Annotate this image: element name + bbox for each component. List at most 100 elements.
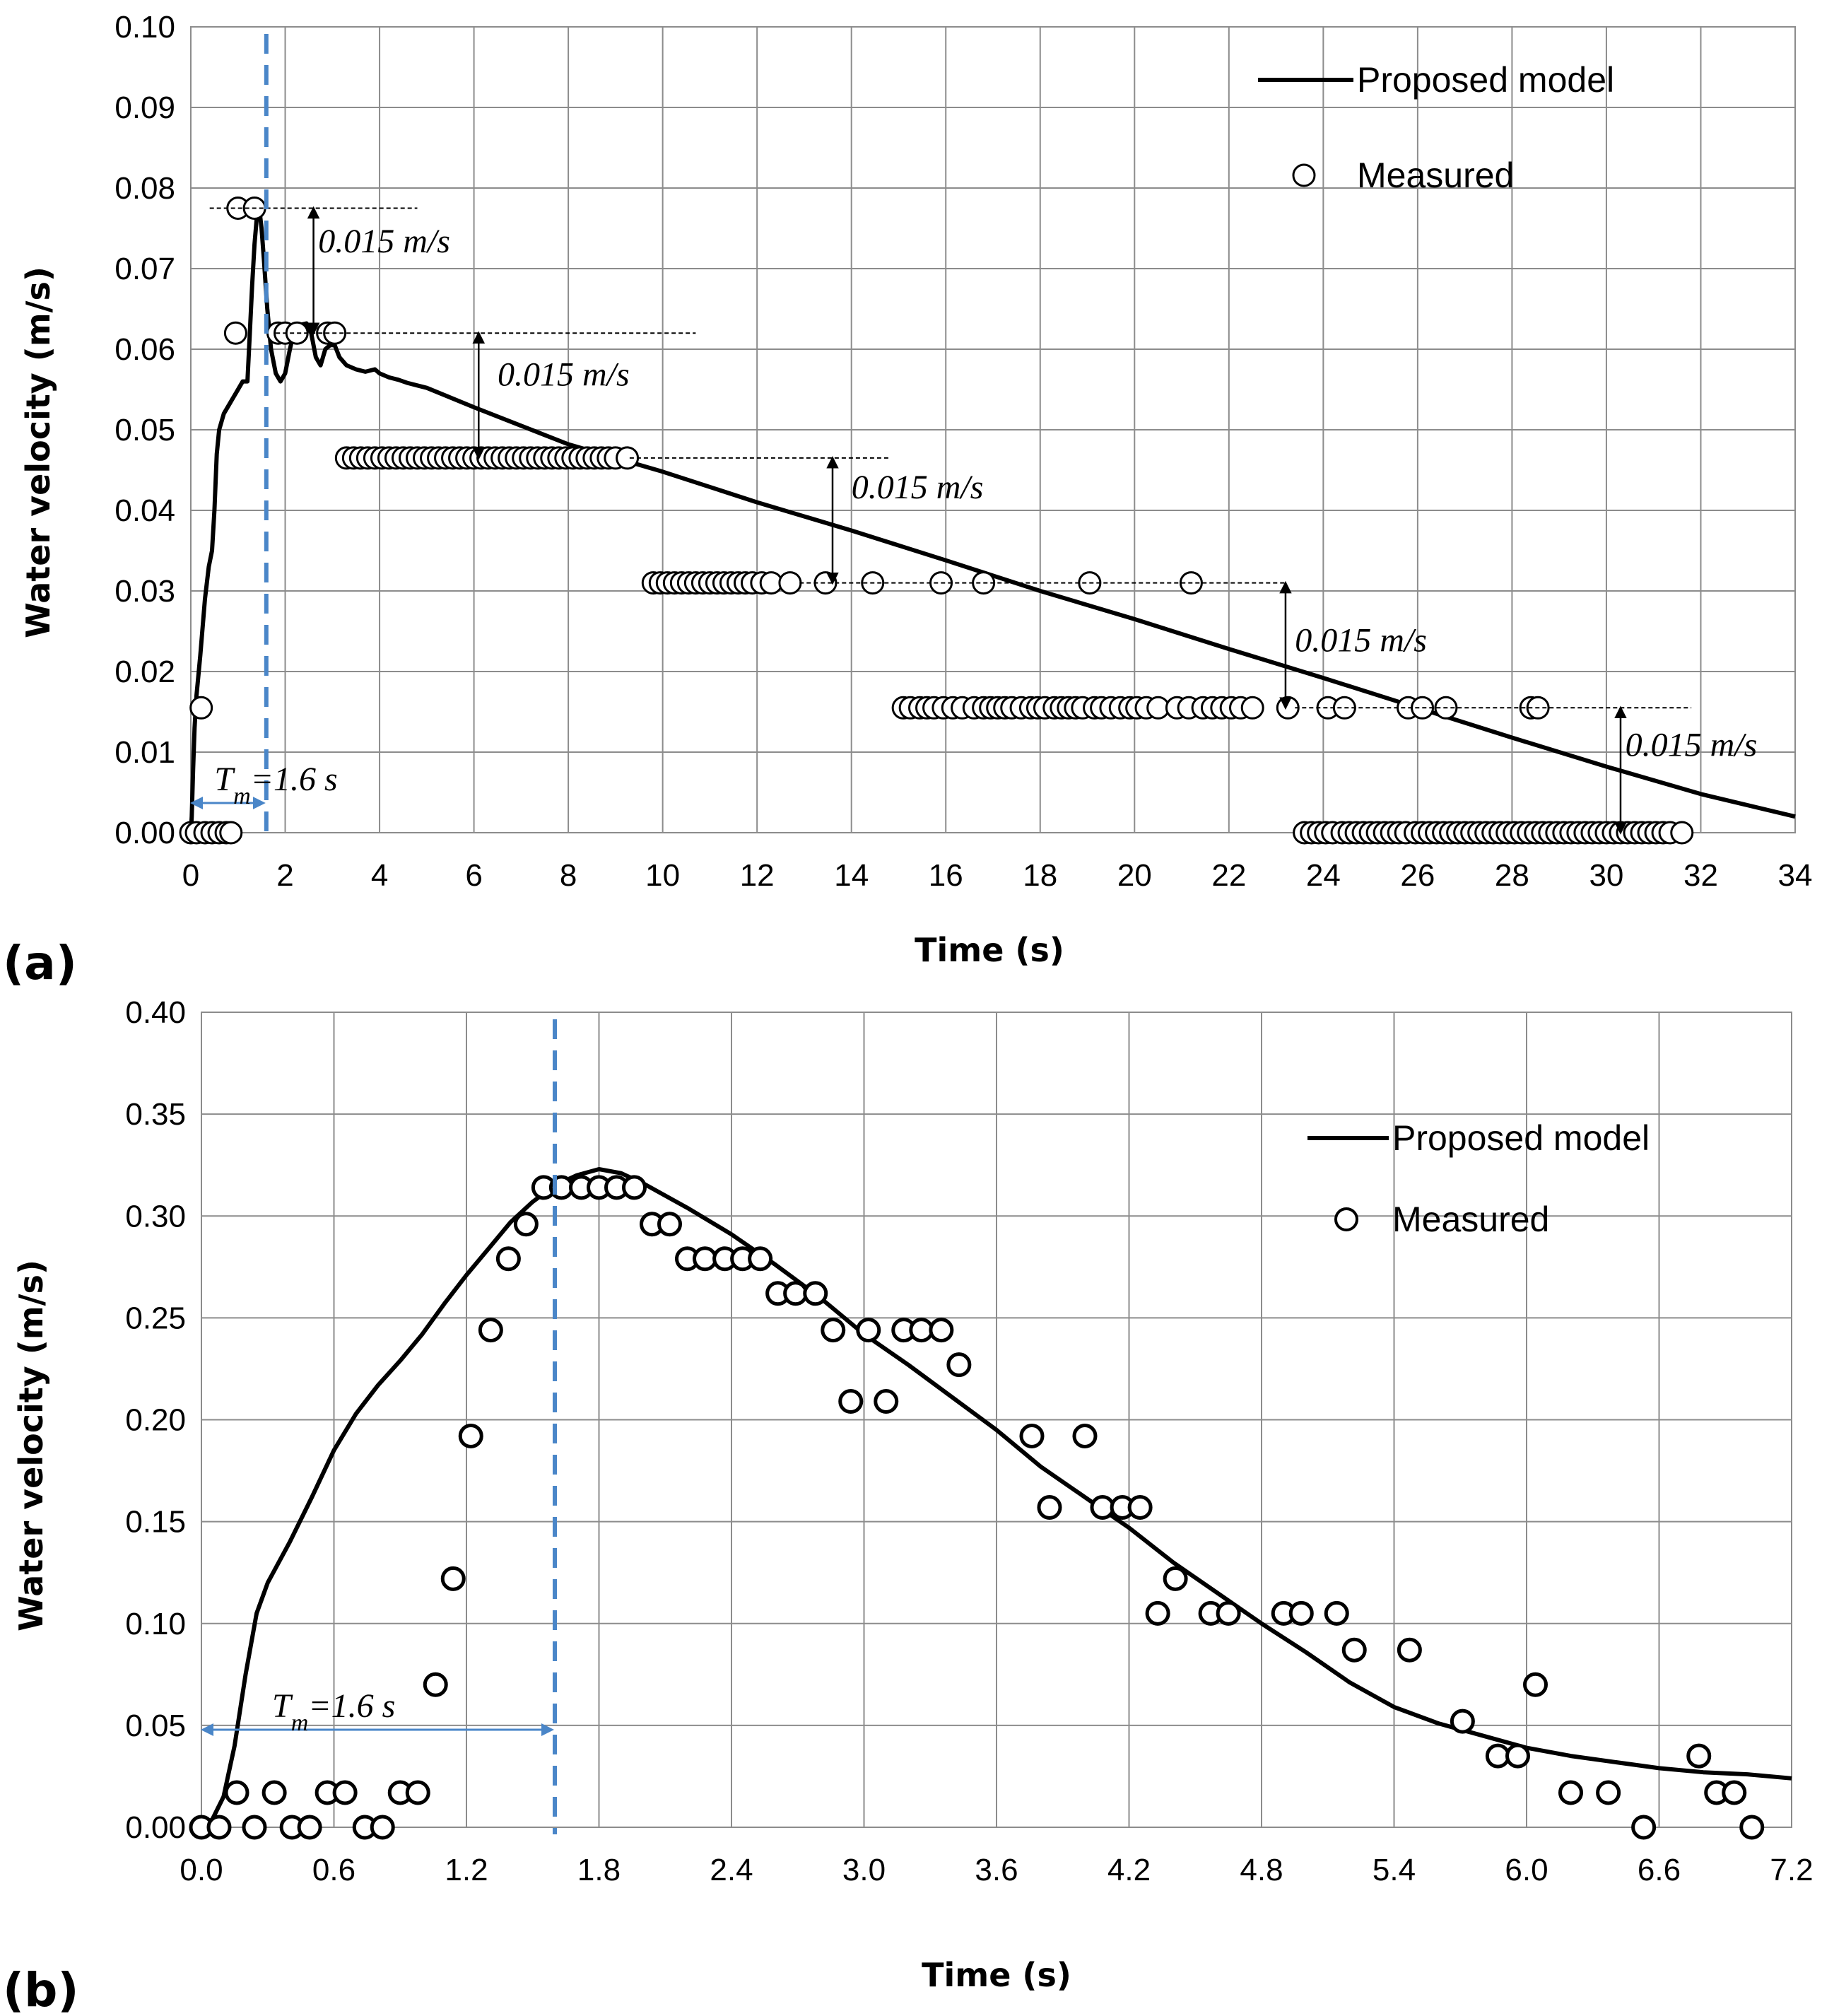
measured-point	[1216, 1600, 1241, 1626]
step-annotation-label: 0.015 m/s	[498, 356, 630, 393]
panel-b-label: (b)	[3, 1963, 79, 2016]
panel-a-legend: Proposed model Measured	[1258, 60, 1614, 195]
measured-point	[261, 1780, 287, 1805]
measured-point	[1485, 1743, 1510, 1769]
panel-b-measured-series	[189, 1175, 1765, 1840]
y-tick-label: 0.35	[125, 1097, 186, 1132]
measured-point	[1558, 1780, 1583, 1805]
y-tick-label: 0.07	[114, 252, 175, 286]
y-tick-label: 0.04	[114, 493, 175, 528]
x-tick-label: 4	[371, 858, 388, 893]
measured-point	[1163, 1566, 1188, 1591]
measured-point	[495, 1246, 521, 1272]
x-tick-label: 0.0	[180, 1853, 223, 1887]
measured-point	[778, 571, 802, 595]
y-tick-label: 0.01	[114, 735, 175, 770]
measured-point	[440, 1566, 466, 1591]
x-tick-label: 7.2	[1770, 1853, 1813, 1887]
measured-point	[1596, 1780, 1621, 1805]
measured-point	[748, 1246, 773, 1272]
measured-point	[1722, 1780, 1747, 1805]
x-tick-label: 2	[276, 858, 293, 893]
measured-point	[219, 821, 243, 845]
y-tick-label: 0.25	[125, 1301, 186, 1335]
measured-point	[1072, 1424, 1098, 1449]
y-tick-label: 0.00	[125, 1810, 186, 1845]
panel-b-tm-marker: Tm=1.6 s	[201, 1019, 557, 1834]
y-tick-label: 0.08	[114, 171, 175, 206]
x-tick-label: 6.0	[1505, 1853, 1548, 1887]
y-tick-label: 0.03	[114, 574, 175, 609]
plot-frame	[201, 1012, 1792, 1828]
measured-point	[1450, 1709, 1475, 1734]
panel-a-legend-measured-label: Measured	[1357, 156, 1514, 195]
measured-point	[946, 1352, 972, 1378]
measured-point	[458, 1424, 483, 1449]
x-tick-label: 6.6	[1638, 1853, 1681, 1887]
measured-point	[189, 696, 213, 720]
panel-a-y-ticks: 0.00 0.01 0.02 0.03 0.04 0.05 0.06 0.07 0.08 0.09…	[114, 10, 175, 850]
panel-a-annotations: 0.015 m/s 0.015 m/s 0.015 m/s 0.015 m/s 0.01…	[209, 206, 1758, 835]
x-tick-label: 10	[645, 858, 680, 893]
measured-point	[1019, 1424, 1045, 1449]
y-tick-label: 0.02	[114, 655, 175, 689]
x-tick-label: 34	[1778, 858, 1813, 893]
y-tick-label: 0.20	[125, 1403, 186, 1438]
x-tick-label: 12	[740, 858, 775, 893]
x-tick-label: 4.2	[1107, 1853, 1151, 1887]
measured-point	[803, 1281, 828, 1306]
x-tick-label: 1.8	[577, 1853, 621, 1887]
y-tick-label: 0.05	[114, 413, 175, 447]
measured-point	[1686, 1743, 1712, 1769]
tm-label: Tm=1.6 s	[214, 761, 337, 809]
x-tick-label: 18	[1023, 858, 1057, 893]
measured-point	[856, 1318, 881, 1343]
measured-point	[370, 1815, 395, 1840]
y-tick-label: 0.09	[114, 90, 175, 125]
x-tick-label: 4.8	[1240, 1853, 1283, 1887]
measured-point	[1090, 1494, 1115, 1520]
y-tick-label: 0.40	[125, 995, 186, 1030]
panel-b-legend: Proposed model Measured	[1307, 1118, 1650, 1239]
panel-a-model-series	[189, 206, 1796, 833]
x-tick-label: 26	[1400, 858, 1435, 893]
measured-point	[223, 321, 247, 345]
measured-point	[1037, 1494, 1062, 1520]
x-tick-label: 0	[182, 858, 199, 893]
measured-point	[242, 1815, 267, 1840]
panel-a-legend-marker-swatch	[1292, 163, 1316, 187]
panel-a-x-axis-label: Time (s)	[915, 931, 1064, 969]
measured-point	[405, 1780, 430, 1805]
step-annotation-label: 0.015 m/s	[1295, 622, 1427, 660]
measured-point	[1341, 1637, 1367, 1663]
measured-point	[1127, 1494, 1153, 1520]
measured-point	[929, 1318, 954, 1343]
x-tick-label: 1.2	[445, 1853, 488, 1887]
y-tick-label: 0.10	[125, 1607, 186, 1641]
step-annotation-label: 0.015 m/s	[852, 469, 984, 506]
y-tick-label: 0.30	[125, 1199, 186, 1233]
x-tick-label: 2.4	[710, 1853, 753, 1887]
measured-point	[909, 1318, 934, 1343]
y-tick-label: 0.15	[125, 1505, 186, 1540]
step-annotation-label: 0.015 m/s	[1626, 727, 1758, 764]
tm-label: Tm=1.6 s	[272, 1687, 395, 1736]
x-tick-label: 8	[560, 858, 577, 893]
measured-point	[1145, 1600, 1170, 1626]
measured-point	[622, 1175, 647, 1200]
panel-b-legend-measured-label: Measured	[1392, 1200, 1549, 1239]
x-tick-label: 20	[1117, 858, 1152, 893]
panel-b-x-axis-label: Time (s)	[922, 1956, 1071, 1994]
measured-point	[874, 1389, 899, 1414]
panel-b-grid	[201, 1012, 1792, 1828]
x-tick-label: 22	[1211, 858, 1246, 893]
x-tick-label: 28	[1495, 858, 1529, 893]
measured-point	[297, 1815, 322, 1840]
measured-point	[1739, 1815, 1765, 1840]
x-tick-label: 6	[465, 858, 482, 893]
panel-b-model-series	[200, 1167, 1792, 1829]
panel-b-y-axis-label: Water velocity (m/s)	[12, 1260, 50, 1631]
x-tick-label: 14	[834, 858, 869, 893]
y-tick-label: 0.10	[114, 10, 175, 45]
x-tick-label: 3.0	[842, 1853, 886, 1887]
